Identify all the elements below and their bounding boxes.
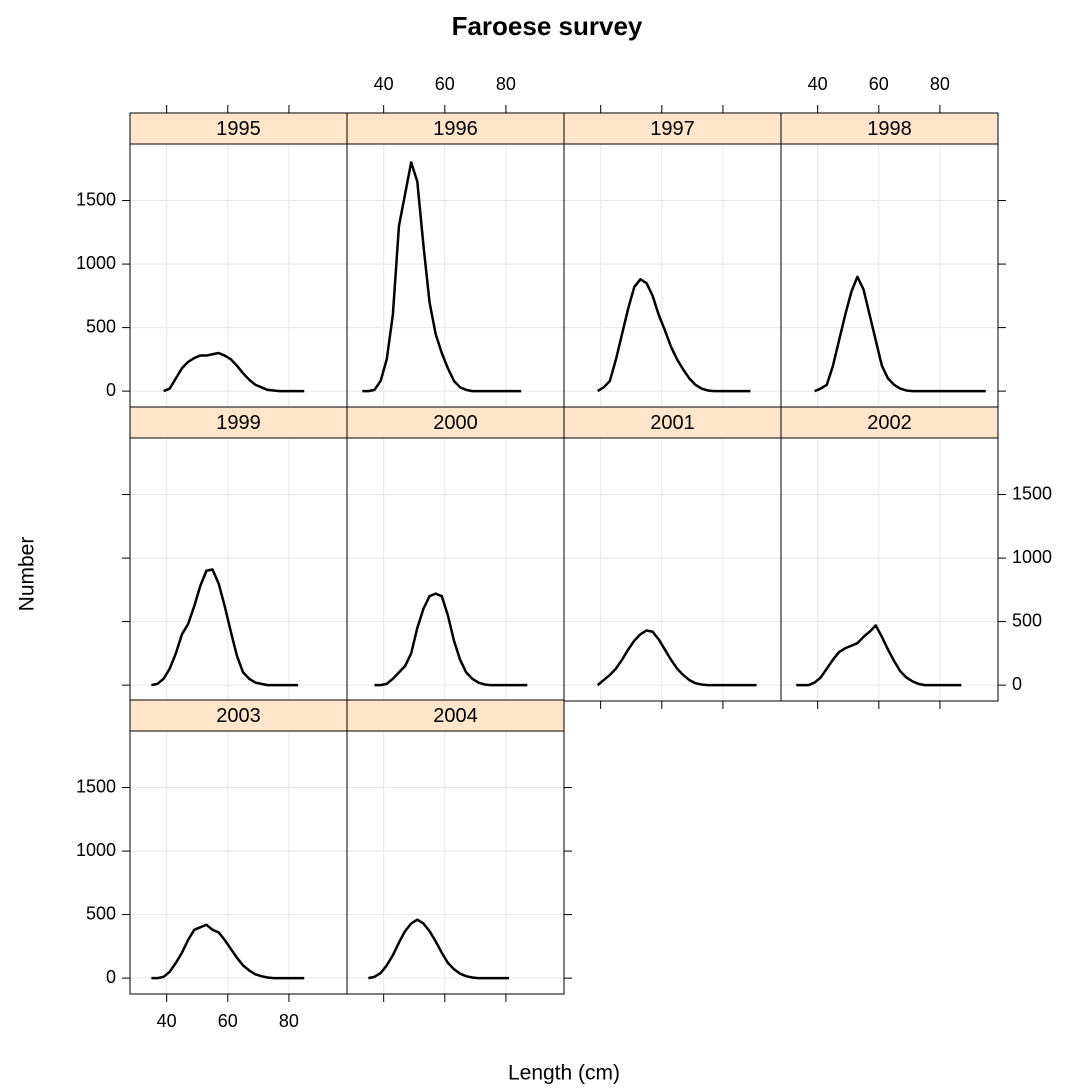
panel [780, 143, 999, 408]
strip-label: 1998 [867, 118, 912, 140]
strip-label: 1996 [433, 118, 478, 140]
strip [780, 112, 999, 145]
data-line [374, 592, 528, 687]
y-tick-label: 1000 [1012, 547, 1052, 567]
x-tick-label: 40 [157, 1011, 177, 1031]
panel [563, 143, 782, 408]
data-line [151, 568, 299, 687]
strip [129, 406, 348, 439]
strip-label: 2003 [216, 705, 261, 727]
strip [780, 406, 999, 439]
strip-label: 2004 [433, 705, 478, 727]
panel [780, 437, 999, 702]
y-tick-label: 1500 [76, 776, 116, 796]
data-line [814, 275, 986, 393]
data-line [596, 278, 751, 393]
x-tick-label: 60 [435, 74, 455, 94]
y-tick-label: 500 [1012, 610, 1042, 630]
panel [346, 730, 565, 995]
data-line [368, 918, 509, 980]
strip [346, 406, 565, 439]
data-line [151, 923, 305, 980]
y-tick-label: 500 [86, 316, 116, 336]
strip-label: 1999 [216, 412, 261, 434]
y-axis-label: Number [16, 537, 39, 612]
x-tick-label: 40 [374, 74, 394, 94]
chart-title: Faroese survey [452, 11, 643, 41]
y-tick-label: 500 [86, 903, 116, 923]
x-tick-label: 80 [930, 74, 950, 94]
x-tick-label: 80 [279, 1011, 299, 1031]
strip-label: 2000 [433, 412, 478, 434]
strip-label: 2001 [650, 412, 695, 434]
data-line [796, 624, 962, 687]
strip [346, 699, 565, 732]
y-tick-label: 1000 [76, 840, 116, 860]
y-tick-label: 1500 [1012, 483, 1052, 503]
panel [346, 437, 565, 702]
y-tick-label: 1000 [76, 253, 116, 273]
strip-label: 1997 [650, 118, 695, 140]
x-tick-label: 80 [496, 74, 516, 94]
data-line [163, 351, 305, 393]
strip-label: 1995 [216, 118, 261, 140]
panel [346, 143, 565, 408]
data-line [362, 161, 522, 393]
strip [563, 406, 782, 439]
strip-label: 2002 [867, 412, 912, 434]
y-tick-label: 1500 [76, 189, 116, 209]
strip [346, 112, 565, 145]
x-axis-label: Length (cm) [508, 1062, 620, 1085]
x-tick-label: 60 [869, 74, 889, 94]
y-tick-label: 0 [106, 380, 116, 400]
x-tick-label: 60 [218, 1011, 238, 1031]
data-line [596, 629, 757, 687]
x-tick-label: 40 [808, 74, 828, 94]
y-tick-label: 0 [106, 967, 116, 987]
y-tick-label: 0 [1012, 674, 1022, 694]
panel [129, 730, 348, 995]
